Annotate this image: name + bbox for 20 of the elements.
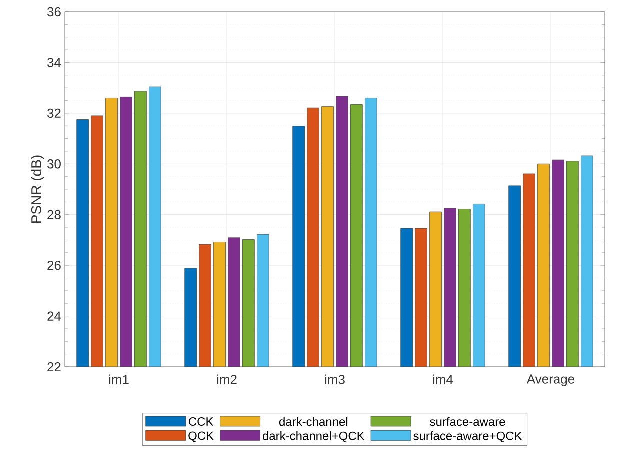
y-tick-label: 30 [48, 160, 61, 169]
legend-label: dark-channel [279, 417, 348, 426]
y-tick-label: 32 [48, 108, 61, 118]
y-tick-label: 28 [48, 210, 61, 220]
legend-label: surface-aware+QCK [414, 432, 522, 443]
y-tick-label: 36 [48, 7, 61, 17]
x-tick-label: im3 [325, 374, 345, 384]
legend-label: QCK [188, 432, 214, 442]
x-tick-label: Average [526, 374, 575, 386]
x-tick-label: im4 [433, 374, 454, 384]
x-tick-label: im1 [109, 374, 129, 384]
y-tick-label: 24 [48, 312, 62, 321]
legend-label: surface-aware [430, 417, 506, 426]
y-tick-label: 22 [48, 362, 61, 372]
y-tick-label: 34 [48, 58, 62, 68]
x-tick-label: im2 [217, 374, 237, 384]
y-axis-title: PSNR (dB) [31, 156, 44, 223]
y-tick-label: 26 [48, 260, 61, 270]
legend-label: dark-channel+QCK [262, 432, 365, 443]
legend-label: CCK [189, 418, 214, 426]
